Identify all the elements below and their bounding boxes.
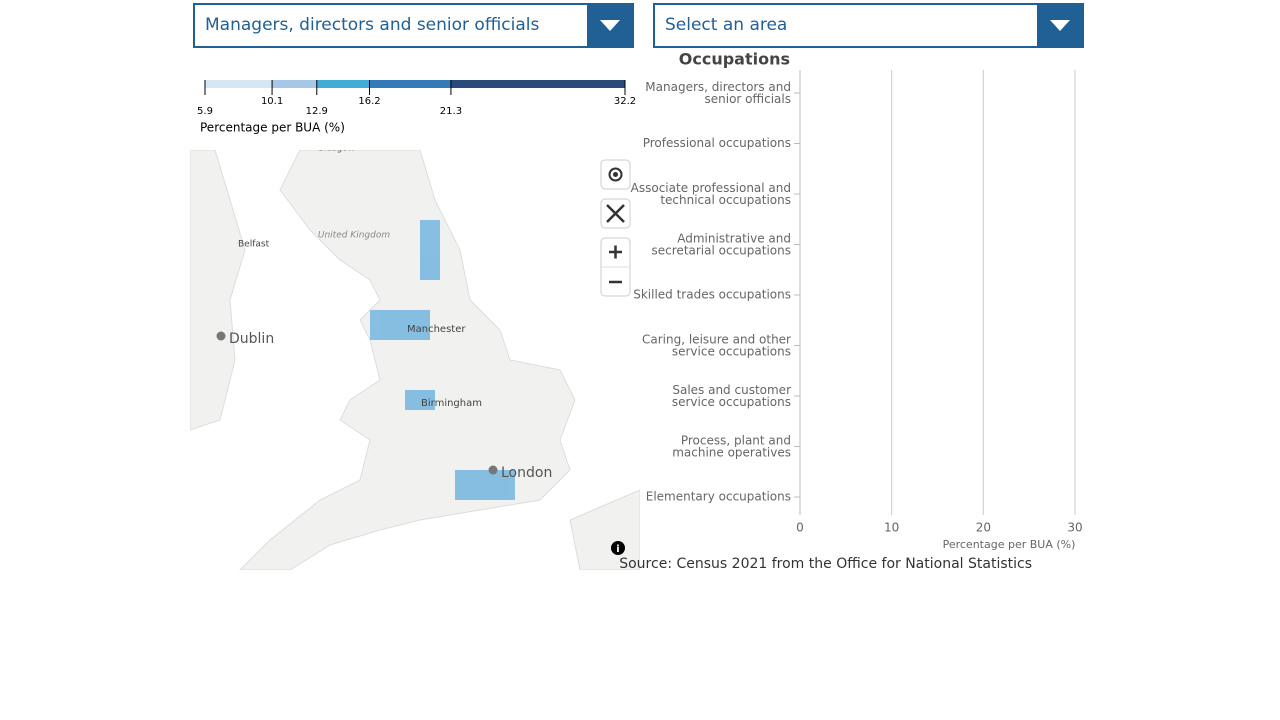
source: Source: Census 2021 from the Office for … xyxy=(619,556,1032,572)
y-tick-label: Sales and customer service occupations xyxy=(672,383,791,409)
legend-label: 12.9 xyxy=(306,106,328,117)
dropdown-text[interactable]: Managers, directors and senior officials xyxy=(205,15,539,35)
x-tick-label: 10 xyxy=(884,521,899,535)
y-tick-label: Professional occupations xyxy=(643,136,791,150)
legend-swatch xyxy=(316,80,370,88)
info-button[interactable] xyxy=(611,541,625,555)
dropdown-text[interactable]: Select an area xyxy=(665,15,787,35)
map-label: Glasgow xyxy=(317,144,355,154)
svg-text:i: i xyxy=(616,544,619,555)
legend-title: Percentage per BUA (%) xyxy=(200,121,345,135)
chart-title: Occupations xyxy=(679,50,790,69)
legend-label: 5.9 xyxy=(197,106,213,117)
legend-swatch xyxy=(369,80,451,88)
map-label: United Kingdom xyxy=(318,231,390,241)
x-tick-label: 30 xyxy=(1067,521,1082,535)
legend-label: 16.2 xyxy=(358,96,380,107)
legend-label: 21.3 xyxy=(440,106,462,117)
y-tick-label: Managers, directors and senior officials xyxy=(645,80,791,106)
x-axis-label: Percentage per BUA (%) xyxy=(943,538,1076,551)
dropdown[interactable]: Managers, directors and senior officials xyxy=(193,3,634,48)
legend-swatch xyxy=(272,80,317,88)
x-tick-label: 0 xyxy=(796,521,804,535)
map-label: London xyxy=(501,465,552,481)
legend-label: 32.2 xyxy=(614,96,636,107)
y-tick-label: Associate professional and technical occu… xyxy=(631,181,791,207)
legend-label: 10.1 xyxy=(261,96,283,107)
map-label: Birmingham xyxy=(421,398,482,409)
map-label: Dublin xyxy=(229,331,274,347)
map-controls[interactable]: i xyxy=(600,159,631,555)
map[interactable]: Glasgow United Kingdom Belfast Dublin Manche… xyxy=(190,144,640,571)
map-label: Manchester xyxy=(407,324,466,335)
y-tick-label: Caring, leisure and other service occupat… xyxy=(642,332,791,358)
y-tick-label: Skilled trades occupations xyxy=(633,288,791,302)
legend-swatch xyxy=(450,80,625,88)
legend-swatch xyxy=(205,80,273,88)
x-tick-label: 20 xyxy=(976,521,991,535)
map-label: Belfast xyxy=(238,240,270,250)
dropdown[interactable]: Select an area xyxy=(653,3,1084,48)
y-tick-label: Administrative and secretarial occupation… xyxy=(652,231,791,257)
y-tick-label: Process, plant and machine operatives xyxy=(672,433,791,459)
y-tick-label: Elementary occupations xyxy=(646,490,791,504)
